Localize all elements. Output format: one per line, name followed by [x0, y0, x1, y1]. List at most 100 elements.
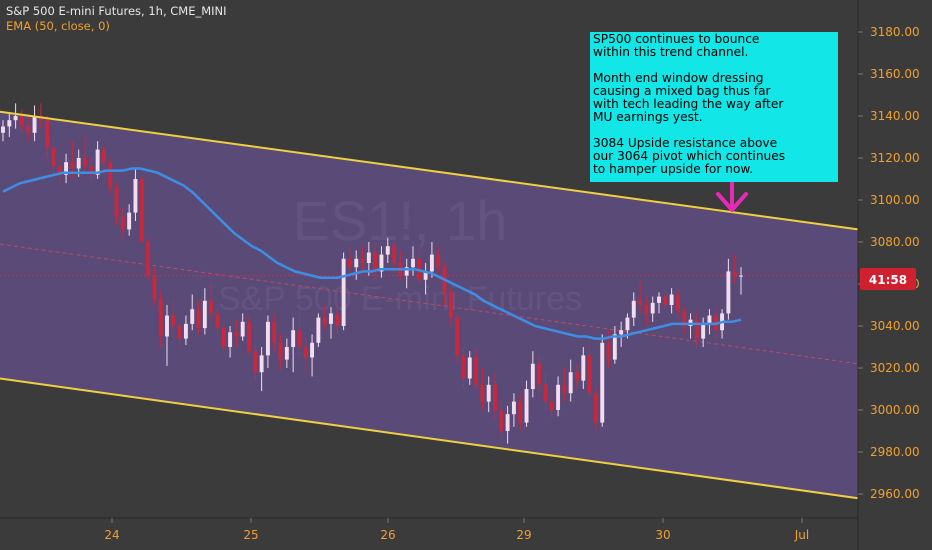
candle-body[interactable] — [284, 347, 289, 360]
candle-body[interactable] — [581, 355, 586, 381]
candle-body[interactable] — [600, 342, 605, 423]
candle-body[interactable] — [606, 342, 611, 360]
candle-body[interactable] — [329, 313, 333, 324]
candle-body[interactable] — [1, 126, 5, 133]
candle-body[interactable] — [316, 317, 321, 343]
candle-body[interactable] — [278, 342, 283, 360]
candle-body[interactable] — [335, 313, 340, 326]
candle-body[interactable] — [537, 363, 542, 385]
candle-body[interactable] — [619, 330, 624, 335]
candle-body[interactable] — [663, 296, 668, 305]
candle-body[interactable] — [171, 315, 176, 327]
candle-body[interactable] — [253, 351, 258, 373]
candle-body[interactable] — [272, 321, 277, 343]
candle-body[interactable] — [240, 321, 245, 337]
candle-body[interactable] — [310, 342, 315, 358]
candle-body[interactable] — [64, 162, 69, 175]
candle-body[interactable] — [120, 216, 125, 230]
candle-body[interactable] — [707, 315, 712, 324]
candle-body[interactable] — [474, 357, 479, 385]
candle-body[interactable] — [587, 355, 592, 394]
candle-body[interactable] — [448, 292, 453, 318]
candle-body[interactable] — [423, 271, 428, 280]
candle-body[interactable] — [732, 271, 737, 276]
candle-body[interactable] — [575, 372, 579, 381]
candle-body[interactable] — [493, 384, 497, 410]
candle-body[interactable] — [675, 294, 680, 312]
candle-body[interactable] — [152, 275, 157, 299]
candle-body[interactable] — [89, 166, 94, 175]
candle-body[interactable] — [70, 162, 75, 169]
candle-body[interactable] — [177, 326, 182, 339]
candle-body[interactable] — [669, 294, 674, 306]
candle-body[interactable] — [726, 271, 731, 314]
candle-body[interactable] — [7, 120, 12, 127]
candle-body[interactable] — [625, 317, 630, 331]
candle-body[interactable] — [562, 384, 567, 394]
candle-body[interactable] — [51, 147, 56, 167]
candle-body[interactable] — [45, 120, 50, 148]
candle-body[interactable] — [196, 309, 201, 329]
candle-body[interactable] — [19, 116, 24, 127]
candle-body[interactable] — [221, 328, 226, 347]
candle-body[interactable] — [739, 275, 743, 277]
candle-body[interactable] — [13, 116, 18, 121]
symbol-title[interactable]: S&P 500 E-mini Futures, 1h, CME_MINI — [6, 4, 227, 18]
candle-body[interactable] — [524, 389, 529, 423]
candle-body[interactable] — [467, 357, 472, 379]
candle-body[interactable] — [612, 334, 617, 360]
candle-body[interactable] — [303, 347, 308, 358]
candle-body[interactable] — [644, 305, 649, 314]
candle-body[interactable] — [158, 298, 163, 337]
candle-body[interactable] — [657, 296, 661, 303]
candle-body[interactable] — [682, 311, 687, 326]
candle-body[interactable] — [183, 323, 188, 339]
candle-body[interactable] — [291, 330, 296, 347]
candle-body[interactable] — [373, 252, 378, 272]
candle-body[interactable] — [247, 321, 251, 352]
indicator-title[interactable]: EMA (50, close, 0) — [6, 19, 110, 33]
candle-body[interactable] — [209, 300, 214, 314]
candle-body[interactable] — [638, 300, 643, 305]
candle-body[interactable] — [455, 317, 460, 356]
candle-body[interactable] — [139, 179, 144, 242]
candle-body[interactable] — [543, 384, 548, 402]
candle-body[interactable] — [461, 355, 466, 379]
candle-body[interactable] — [694, 319, 699, 339]
candle-body[interactable] — [701, 323, 706, 339]
candle-body[interactable] — [530, 363, 535, 389]
candle-body[interactable] — [360, 258, 365, 263]
candle-body[interactable] — [631, 300, 636, 318]
candle-body[interactable] — [511, 401, 516, 415]
candle-body[interactable] — [411, 258, 415, 268]
annotation-note[interactable]: SP500 continues to bounce within this tr… — [590, 32, 838, 182]
candle-body[interactable] — [549, 401, 554, 410]
candle-body[interactable] — [114, 187, 119, 217]
time-axis[interactable]: 24 25 26 29 30 Jul — [104, 518, 809, 542]
candle-body[interactable] — [101, 149, 106, 163]
candle-body[interactable] — [259, 355, 264, 373]
candle-body[interactable] — [480, 384, 485, 402]
candle-body[interactable] — [322, 317, 327, 324]
candle-body[interactable] — [215, 313, 220, 329]
candle-body[interactable] — [341, 258, 346, 326]
candle-body[interactable] — [392, 246, 397, 263]
candle-body[interactable] — [354, 258, 359, 268]
candle-body[interactable] — [127, 212, 132, 230]
candle-body[interactable] — [486, 384, 491, 402]
candle-body[interactable] — [234, 332, 239, 337]
upper-trend-line[interactable] — [0, 110, 859, 231]
candle-body[interactable] — [379, 254, 384, 272]
candle-body[interactable] — [26, 126, 31, 133]
candle-body[interactable] — [95, 149, 100, 175]
candle-body[interactable] — [165, 315, 169, 337]
candle-body[interactable] — [57, 166, 62, 175]
candle-body[interactable] — [265, 321, 270, 356]
price-axis[interactable]: 3180.00 3160.00 3140.00 3120.00 3100.00 3080.… — [858, 25, 920, 501]
candle-body[interactable] — [366, 252, 371, 264]
candle-body[interactable] — [108, 162, 113, 188]
candle-body[interactable] — [76, 158, 81, 169]
candle-body[interactable] — [297, 330, 302, 347]
candle-body[interactable] — [436, 254, 441, 268]
candle-body[interactable] — [385, 246, 390, 255]
